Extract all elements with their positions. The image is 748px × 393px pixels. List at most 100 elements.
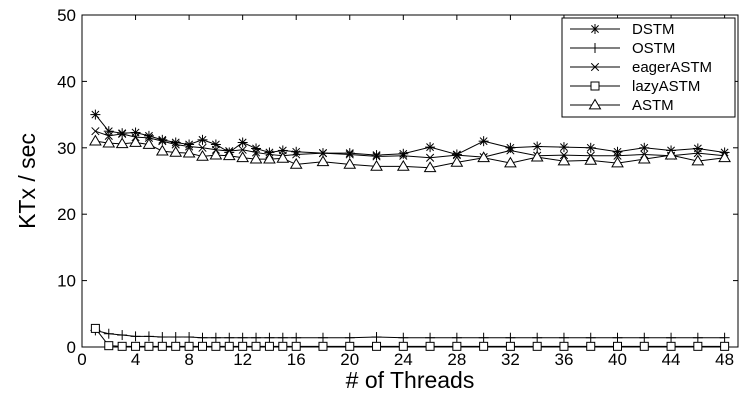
data-point [209,148,223,160]
data-point [637,152,651,164]
data-point [289,157,303,169]
data-point [479,341,489,351]
data-point [613,341,623,351]
square-marker [251,341,261,351]
data-point [585,332,596,343]
data-point [584,153,598,165]
data-point [184,142,194,151]
triangle-marker [370,159,383,171]
data-point [372,341,382,351]
y-tick-label: 50 [57,6,76,25]
square-marker [104,341,114,351]
data-point [89,134,102,146]
data-point [532,341,542,351]
x-stroke [198,143,207,152]
plot-frame [81,14,739,348]
data-point [251,332,262,343]
legend-entry: lazyASTM [570,78,700,95]
x-tick-label: 20 [340,350,359,369]
data-point [222,149,236,161]
x-stroke [693,149,702,158]
data-point [291,332,302,343]
data-point [396,159,410,171]
data-point [197,341,207,351]
data-point [155,144,169,156]
data-point [371,332,382,343]
data-point [425,142,436,153]
data-point [143,331,154,342]
triangle-marker [196,149,209,161]
x-stroke [452,151,461,160]
square-marker [639,341,649,351]
x-stroke [104,131,113,140]
x-stroke [399,151,408,160]
x-stroke [318,149,328,158]
square-marker [184,341,194,351]
data-point [639,341,649,351]
asterisk-stroke [640,143,649,152]
data-point [370,159,383,171]
data-point [504,156,517,168]
triangle-marker [249,152,263,164]
square-marker [157,341,167,351]
legend-marker [590,43,600,53]
square-marker [211,341,221,351]
asterisk-stroke [506,143,515,152]
series-line [95,130,725,159]
asterisk-stroke [265,148,274,157]
legend: DSTM OSTM eagerASTM lazyASTM ASTM [561,17,736,118]
square-marker [144,341,154,351]
data-point [130,331,141,342]
data-point [425,332,436,343]
y-tick-label: 10 [57,272,76,291]
x-tick-label: 40 [608,350,627,369]
data-point [530,150,544,162]
data-point [251,341,261,351]
data-point [277,332,288,343]
square-marker [590,81,600,91]
triangle-marker [222,149,236,161]
triangle-marker [396,159,410,171]
asterisk-stroke [171,138,180,147]
data-point [317,332,328,343]
data-point [170,332,181,343]
data-point [639,332,650,343]
triangle-marker [89,134,102,146]
data-point [184,341,194,351]
triangle-marker [209,148,223,160]
x-stroke [118,129,127,138]
square-marker [197,341,207,351]
triangle-marker [664,148,678,160]
data-point [292,150,301,159]
data-point [236,151,250,163]
data-point [718,151,731,163]
asterisk-stroke [91,110,100,119]
data-point [558,332,569,343]
data-point [102,136,116,148]
data-point [344,148,355,159]
data-point [505,341,515,351]
asterisk-stroke [158,135,167,144]
data-point [197,332,208,343]
x-tick-label: 4 [131,350,140,369]
x-tick-label: 28 [447,350,466,369]
data-point [719,332,730,343]
square-marker [613,341,623,351]
triangle-marker [182,146,196,158]
data-point [224,341,234,351]
data-point [196,149,209,161]
square-marker [479,341,489,351]
data-point [345,150,354,159]
triangle-marker [584,153,598,165]
x-stroke [292,150,301,159]
square-marker [278,341,288,351]
data-point [478,332,489,343]
square-marker [586,341,596,351]
x-stroke [158,137,167,146]
asterisk-stroke [613,147,622,156]
data-point [249,152,263,164]
legend-label: eagerASTM [632,59,712,76]
series-OSTM [90,325,730,343]
